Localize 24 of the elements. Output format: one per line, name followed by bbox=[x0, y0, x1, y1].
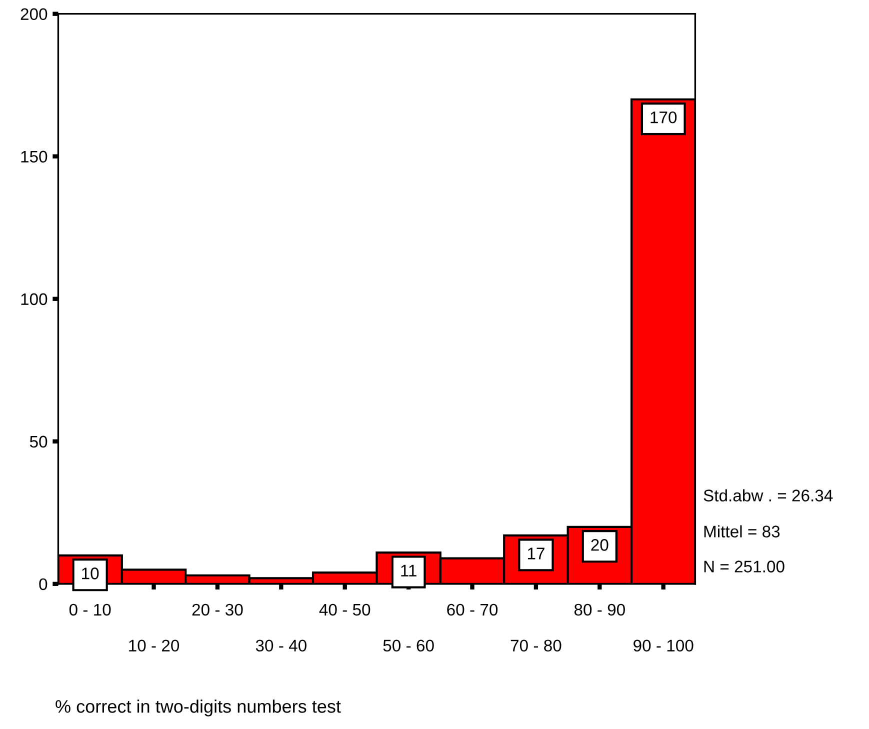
x-tick-label: 20 - 30 bbox=[192, 604, 243, 616]
y-tick-label: 150 bbox=[21, 150, 48, 163]
y-tick-label: 100 bbox=[21, 293, 48, 306]
text: Std.abw . = 26.34 bbox=[704, 489, 833, 502]
y-tick-label: 50 bbox=[30, 436, 48, 448]
y-tick-label: 200 bbox=[20, 8, 48, 20]
y-tick-label: 0 bbox=[39, 578, 48, 590]
x-tick-label: 40 - 50 bbox=[319, 604, 370, 616]
x-tick-label: 50 - 60 bbox=[383, 640, 434, 652]
text: N = 251.00 bbox=[704, 560, 784, 572]
x-tick-label: 60 - 70 bbox=[447, 604, 498, 616]
x-tick-label: 70 - 80 bbox=[510, 640, 562, 652]
x-tick-label: 0 - 10 bbox=[69, 604, 111, 616]
x-tick-label: 30 - 40 bbox=[256, 640, 306, 652]
x-axis-title: % correct in two-digits numbers test bbox=[56, 700, 341, 716]
x-tick-label: 80 - 90 bbox=[574, 604, 625, 616]
data-label: 20 bbox=[591, 539, 608, 551]
text: Mittel = 83 bbox=[704, 525, 780, 538]
data-label: 170 bbox=[650, 111, 677, 124]
x-tick-label: 90 - 100 bbox=[634, 640, 694, 652]
data-label: 10 bbox=[82, 568, 99, 580]
data-label: 17 bbox=[528, 548, 544, 560]
data-label: 11 bbox=[401, 564, 416, 576]
x-tick-label: 10 - 20 bbox=[129, 640, 180, 652]
